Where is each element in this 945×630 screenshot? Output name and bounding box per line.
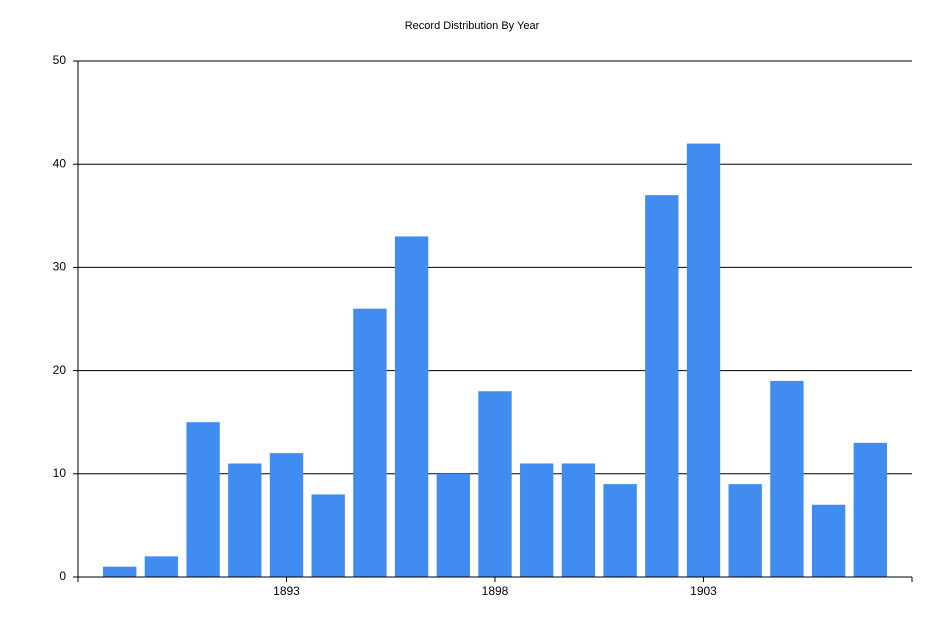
bar	[603, 484, 637, 577]
bar	[228, 463, 262, 577]
x-tick-label: 1898	[482, 584, 509, 598]
bar	[186, 422, 220, 577]
bar	[144, 556, 179, 577]
x-tick-label: 1903	[690, 584, 717, 598]
y-tick-label: 10	[53, 466, 67, 480]
bar	[103, 566, 137, 577]
y-tick-label: 0	[59, 569, 66, 583]
bar	[269, 453, 304, 577]
chart-title: Record Distribution By Year	[405, 20, 540, 32]
bar	[853, 442, 887, 577]
bar	[520, 463, 554, 577]
bar	[686, 143, 721, 577]
bar	[436, 473, 470, 577]
bar	[394, 236, 429, 577]
x-tick-label: 1893	[273, 584, 300, 598]
bar	[311, 494, 345, 577]
bar	[478, 391, 512, 577]
bar	[645, 195, 679, 577]
bar	[561, 463, 596, 577]
y-tick-label: 50	[53, 53, 67, 67]
bar	[728, 484, 762, 577]
bar	[811, 504, 846, 577]
bar	[770, 380, 804, 577]
y-tick-label: 40	[53, 156, 67, 170]
bar	[353, 308, 387, 577]
y-tick-label: 30	[53, 260, 67, 274]
y-tick-label: 20	[53, 363, 67, 377]
